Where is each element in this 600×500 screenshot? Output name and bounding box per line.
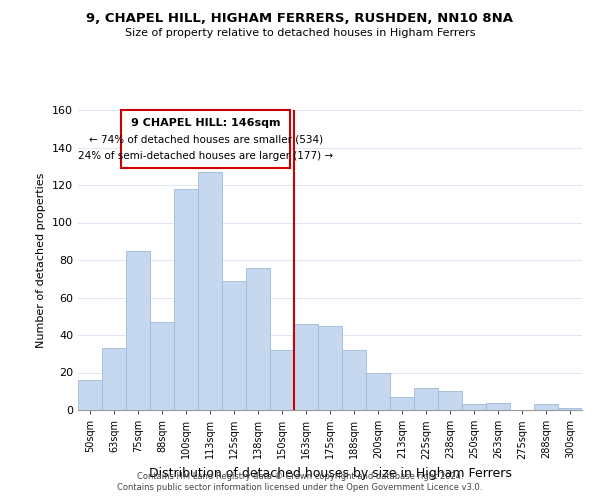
Bar [390, 397, 414, 410]
Bar [534, 404, 558, 410]
Bar [462, 404, 486, 410]
Bar [414, 388, 438, 410]
Bar [78, 380, 102, 410]
Text: 24% of semi-detached houses are larger (177) →: 24% of semi-detached houses are larger (… [78, 151, 334, 161]
X-axis label: Distribution of detached houses by size in Higham Ferrers: Distribution of detached houses by size … [149, 467, 511, 480]
Bar [486, 402, 510, 410]
Y-axis label: Number of detached properties: Number of detached properties [37, 172, 46, 348]
Text: 9 CHAPEL HILL: 146sqm: 9 CHAPEL HILL: 146sqm [131, 118, 281, 128]
Bar [246, 268, 270, 410]
Bar [270, 350, 294, 410]
Text: 9, CHAPEL HILL, HIGHAM FERRERS, RUSHDEN, NN10 8NA: 9, CHAPEL HILL, HIGHAM FERRERS, RUSHDEN,… [86, 12, 514, 26]
FancyBboxPatch shape [121, 110, 290, 168]
Text: Contains HM Land Registry data © Crown copyright and database right 2024.: Contains HM Land Registry data © Crown c… [137, 472, 463, 481]
Text: Contains public sector information licensed under the Open Government Licence v3: Contains public sector information licen… [118, 484, 482, 492]
Bar [126, 250, 150, 410]
Text: ← 74% of detached houses are smaller (534): ← 74% of detached houses are smaller (53… [89, 134, 323, 144]
Bar [342, 350, 366, 410]
Bar [366, 372, 390, 410]
Bar [174, 188, 198, 410]
Bar [150, 322, 174, 410]
Bar [198, 172, 222, 410]
Bar [318, 326, 342, 410]
Text: Size of property relative to detached houses in Higham Ferrers: Size of property relative to detached ho… [125, 28, 475, 38]
Bar [222, 280, 246, 410]
Bar [558, 408, 582, 410]
Bar [294, 324, 318, 410]
Bar [438, 391, 462, 410]
Bar [102, 348, 126, 410]
